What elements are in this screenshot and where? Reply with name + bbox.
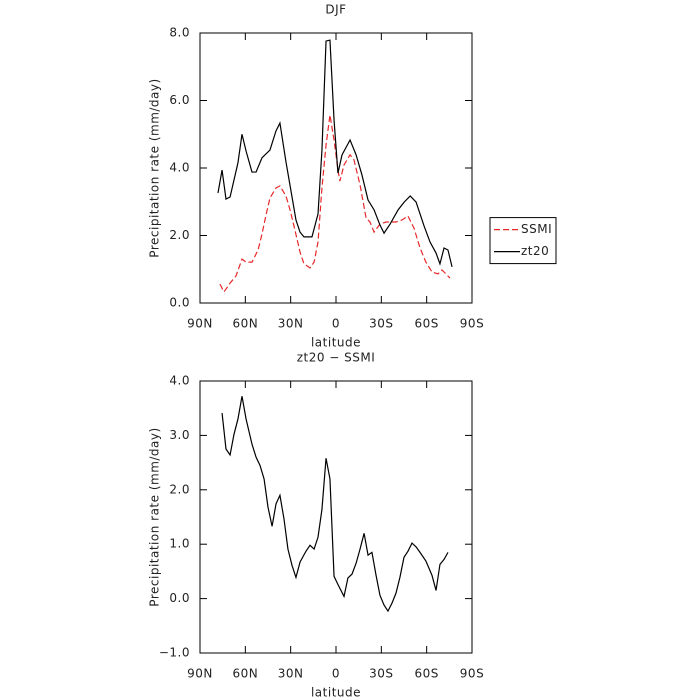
chart-title: DJF: [325, 3, 346, 17]
x-tick-label: 0: [332, 667, 340, 681]
legend-label: SSMI: [521, 222, 552, 236]
data-line: [221, 396, 449, 613]
legend-label: zt20: [521, 244, 549, 258]
x-tick-label: 0: [332, 317, 340, 331]
x-tick-label: 90N: [187, 317, 213, 331]
x-tick-label: 60S: [414, 667, 438, 681]
y-axis-label: Precipitation rate (mm/day): [148, 427, 162, 606]
x-tick-label: 90N: [187, 667, 213, 681]
plot-frame: [199, 380, 473, 654]
plot-frame: [199, 32, 473, 304]
x-tick-label: 30N: [278, 667, 304, 681]
x-axis-label: latitude: [311, 336, 361, 350]
y-tick-label: 1.0: [169, 537, 190, 551]
y-tick-label: 0.0: [169, 591, 190, 605]
data-line: [217, 39, 453, 268]
y-tick-label: 6.0: [169, 93, 190, 107]
x-tick-label: 60N: [232, 317, 258, 331]
x-tick-label: 60S: [414, 317, 438, 331]
y-tick-label: 2.0: [169, 228, 190, 242]
y-axis-label: Precipitation rate (mm/day): [148, 78, 162, 257]
y-tick-label: −1.0: [159, 646, 190, 660]
x-tick-label: 60N: [232, 667, 258, 681]
y-tick-label: 4.0: [169, 161, 190, 175]
x-tick-label: 90S: [460, 667, 484, 681]
y-tick-label: 8.0: [169, 26, 190, 40]
y-tick-label: 3.0: [169, 428, 190, 442]
data-line: [219, 114, 451, 294]
x-tick-label: 30N: [278, 317, 304, 331]
x-tick-label: 30S: [369, 667, 393, 681]
x-axis-label: latitude: [311, 686, 361, 700]
chart-title: zt20 − SSMI: [297, 351, 376, 365]
y-tick-label: 4.0: [169, 374, 190, 388]
x-tick-label: 90S: [460, 317, 484, 331]
y-tick-label: 2.0: [169, 482, 190, 496]
legend-box: [489, 217, 557, 265]
x-tick-label: 30S: [369, 317, 393, 331]
y-tick-label: 0.0: [169, 296, 190, 310]
